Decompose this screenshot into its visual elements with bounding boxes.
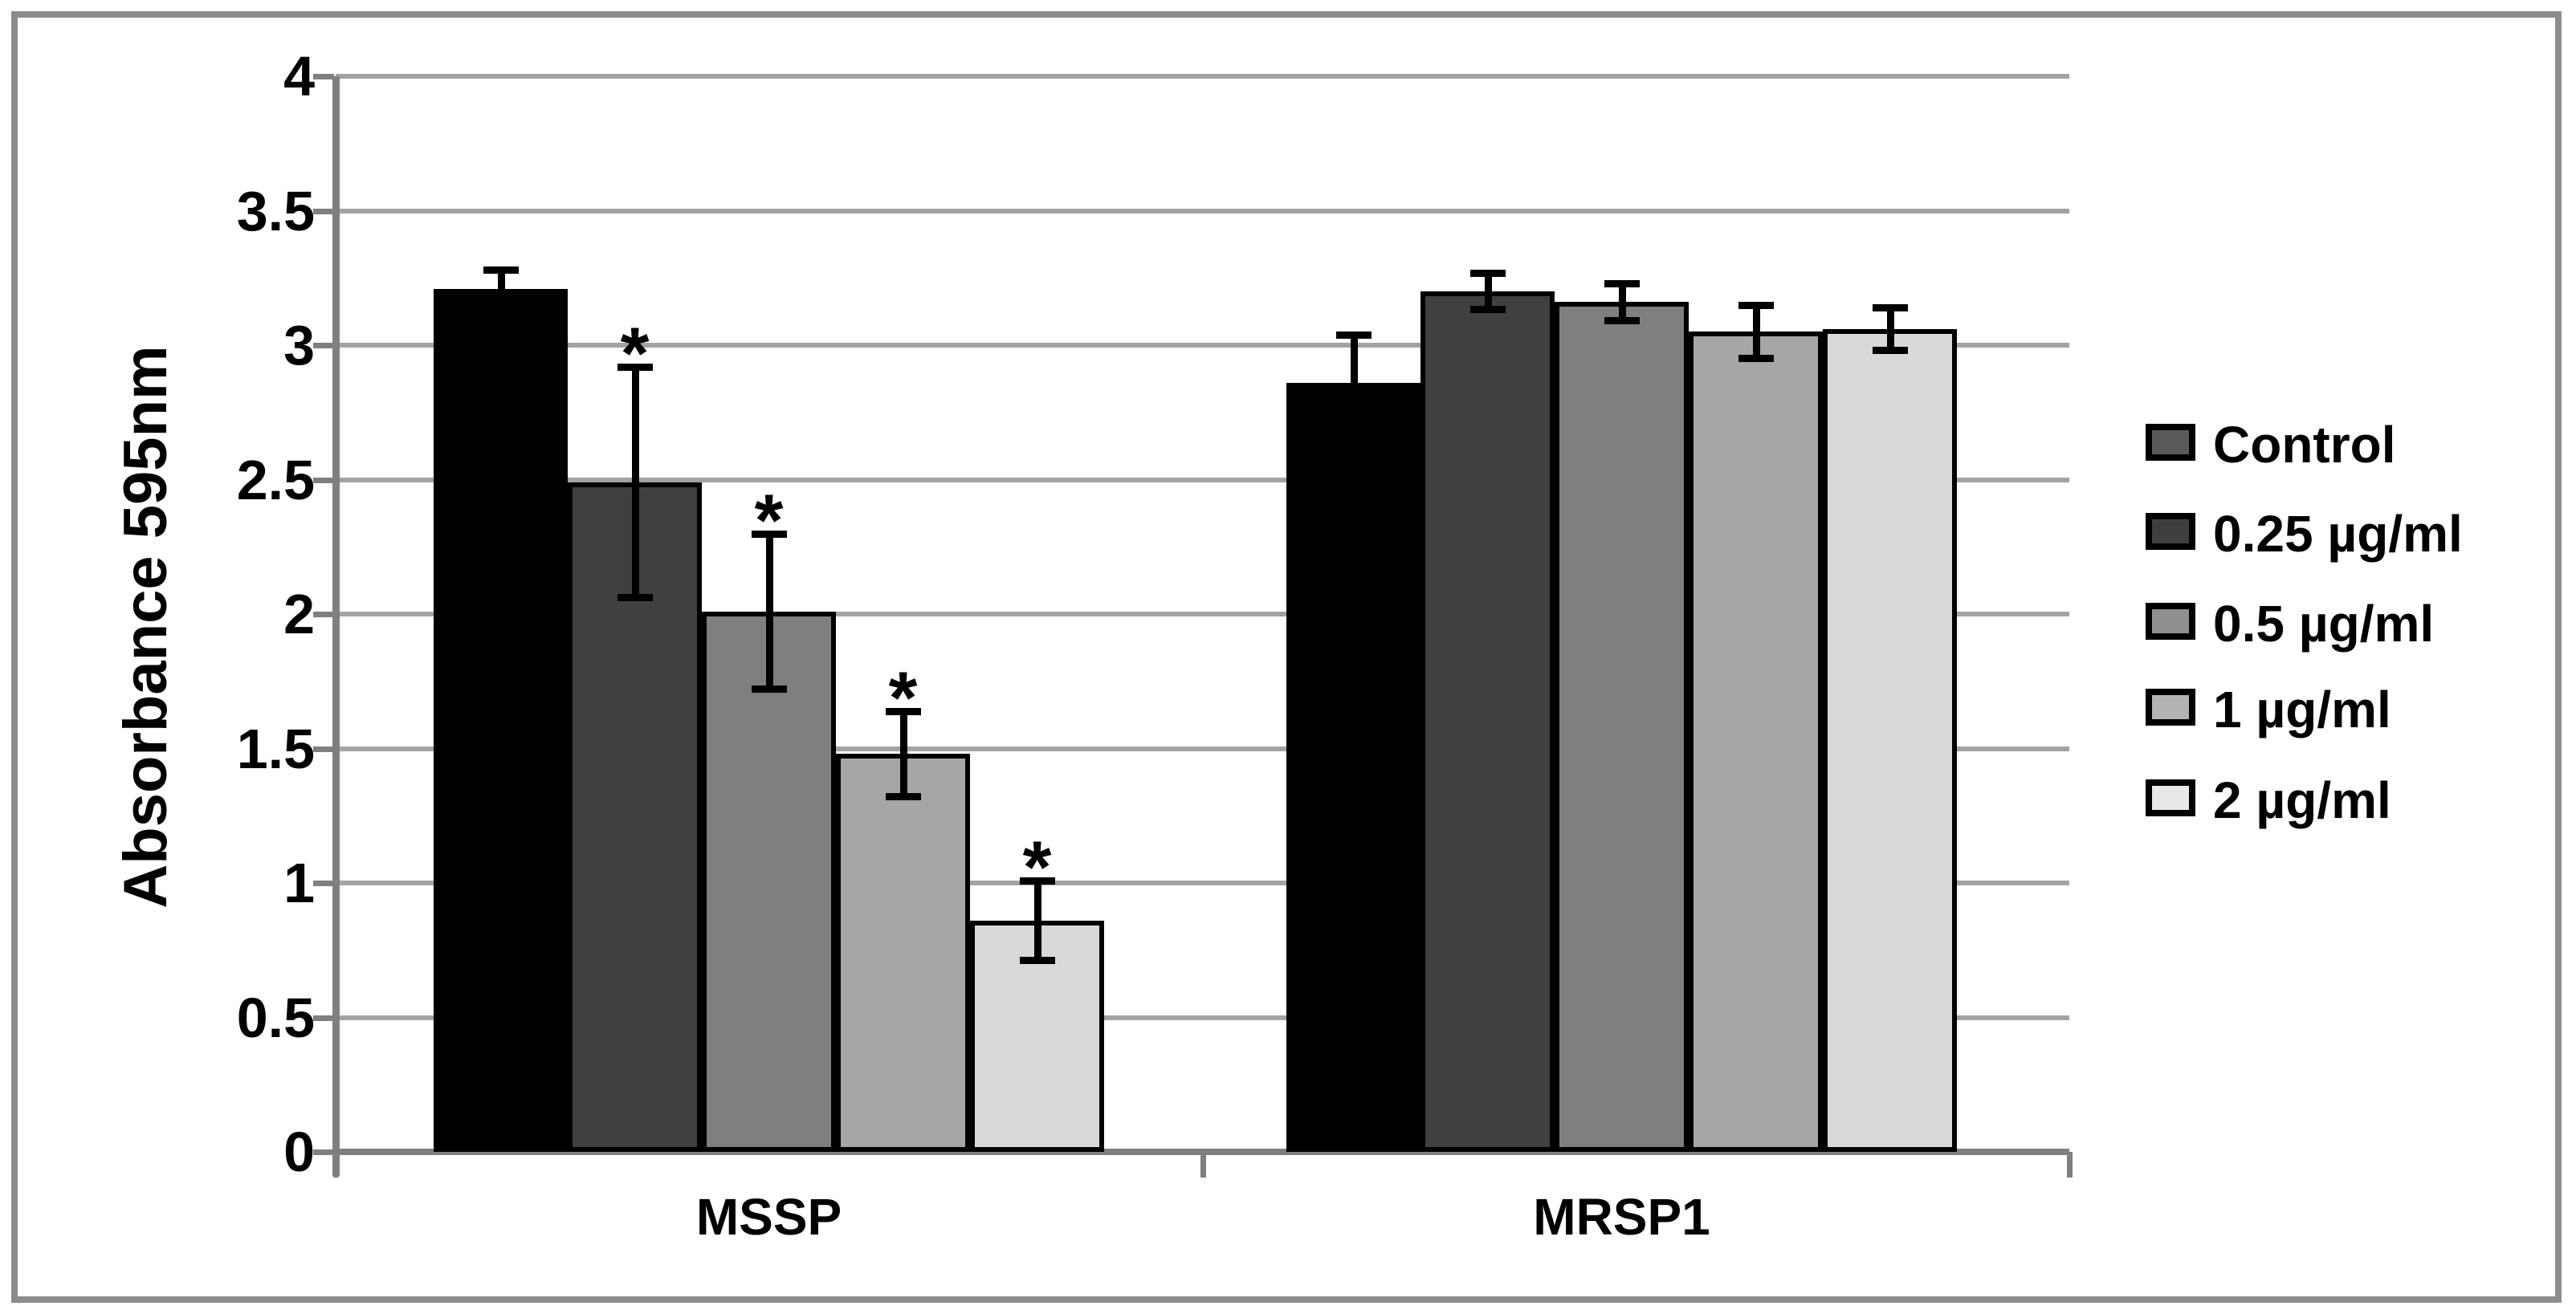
bar — [970, 920, 1104, 1152]
x-tick-mark — [2067, 1152, 2073, 1178]
y-tick-label: 4 — [283, 45, 315, 108]
y-tick-label: 1.5 — [236, 717, 315, 780]
gridline — [336, 1015, 2069, 1020]
error-bar-cap-bottom — [1469, 306, 1506, 314]
y-tick-label: 2 — [283, 583, 315, 645]
gridline — [336, 208, 2069, 214]
error-bar-cap-bottom — [1604, 316, 1640, 324]
error-bar-line — [1350, 334, 1358, 432]
legend-label: 0.5 µg/ml — [2213, 595, 2435, 653]
y-tick-label: 3 — [283, 314, 315, 376]
gridline — [336, 881, 2069, 885]
y-tick-mark — [313, 74, 334, 79]
x-tick-mark — [1200, 1152, 1206, 1178]
error-bar-cap-bottom — [885, 792, 921, 800]
y-tick-mark — [313, 1149, 334, 1155]
bar — [434, 288, 568, 1152]
error-bar-line — [1033, 880, 1041, 962]
error-bar-cap-bottom — [1335, 427, 1372, 435]
x-tick-mark — [333, 1152, 339, 1178]
significance-asterisk: * — [620, 312, 650, 395]
significance-asterisk: * — [754, 479, 784, 562]
error-bar-line — [1484, 272, 1492, 311]
y-tick-mark — [313, 208, 334, 214]
gridline — [336, 612, 2069, 616]
error-bar-line — [631, 366, 639, 598]
y-tick-mark — [313, 343, 334, 348]
error-bar-cap-top — [1335, 331, 1372, 339]
error-bar-line — [899, 710, 907, 797]
error-bar-cap-top — [1469, 269, 1506, 277]
x-category-label: MSSP — [695, 1188, 842, 1246]
y-tick-mark — [313, 881, 334, 886]
significance-asterisk: * — [1022, 826, 1052, 909]
gridline — [336, 74, 2069, 79]
bar — [1420, 291, 1555, 1152]
legend-entry: Control — [2146, 419, 2563, 470]
bar — [702, 611, 836, 1152]
error-bar-cap-bottom — [1738, 354, 1774, 362]
error-bar-cap-top — [1604, 279, 1640, 287]
y-tick-mark — [313, 477, 334, 483]
error-bar-line — [497, 270, 505, 308]
bar — [1689, 332, 1823, 1152]
error-bar-cap-bottom — [617, 593, 653, 601]
error-bar-cap-top — [1738, 301, 1774, 309]
error-bar-cap-top — [1872, 304, 1908, 312]
legend-label: 1 µg/ml — [2213, 681, 2391, 738]
legend-label: 2 µg/ml — [2213, 771, 2391, 829]
error-bar-cap-bottom — [1872, 346, 1908, 354]
legend-swatch — [2146, 513, 2195, 550]
legend-entry: 1 µg/ml — [2146, 684, 2563, 735]
error-bar-cap-bottom — [483, 303, 519, 311]
bar — [1823, 328, 1957, 1152]
significance-asterisk: * — [888, 657, 918, 739]
error-bar-line — [1886, 307, 1894, 351]
error-bar-cap-bottom — [1019, 957, 1055, 965]
error-bar-cap-top — [751, 530, 787, 538]
y-tick-label: 0 — [283, 1121, 315, 1183]
y-tick-label: 2.5 — [236, 448, 315, 511]
error-bar-cap-bottom — [751, 685, 787, 693]
gridline — [336, 477, 2069, 482]
gridline — [336, 746, 2069, 751]
y-tick-label: 1 — [283, 852, 315, 914]
y-tick-mark — [313, 1015, 334, 1021]
bar — [1286, 382, 1420, 1152]
error-bar-cap-top — [1019, 877, 1055, 885]
y-tick-mark — [313, 746, 334, 752]
y-tick-mark — [313, 612, 334, 617]
error-bar-cap-top — [483, 266, 519, 275]
legend-entry: 2 µg/ml — [2146, 775, 2563, 826]
plot-area: * * * * — [313, 74, 2073, 1178]
error-bar-line — [1752, 304, 1760, 359]
bar — [1555, 302, 1689, 1152]
legend-swatch — [2146, 424, 2195, 461]
error-bar-cap-top — [885, 707, 921, 715]
error-bar-line — [765, 533, 773, 690]
error-bar-line — [1618, 283, 1626, 321]
figure-border — [11, 11, 2562, 1303]
legend-swatch — [2146, 779, 2195, 816]
error-bar-cap-top — [617, 363, 653, 371]
legend-entry: 0.5 µg/ml — [2146, 598, 2563, 649]
bar — [836, 754, 970, 1152]
legend-entry: 0.25 µg/ml — [2146, 508, 2563, 559]
legend-label: Control — [2213, 416, 2396, 474]
legend-swatch — [2146, 689, 2195, 726]
y-tick-label: 3.5 — [236, 179, 315, 242]
y-axis-line — [332, 76, 340, 1176]
x-category-label: MRSP1 — [1533, 1188, 1710, 1246]
y-tick-label: 0.5 — [236, 986, 315, 1049]
gridline — [336, 343, 2069, 348]
legend-label: 0.25 µg/ml — [2213, 505, 2463, 563]
legend-swatch — [2146, 603, 2195, 640]
